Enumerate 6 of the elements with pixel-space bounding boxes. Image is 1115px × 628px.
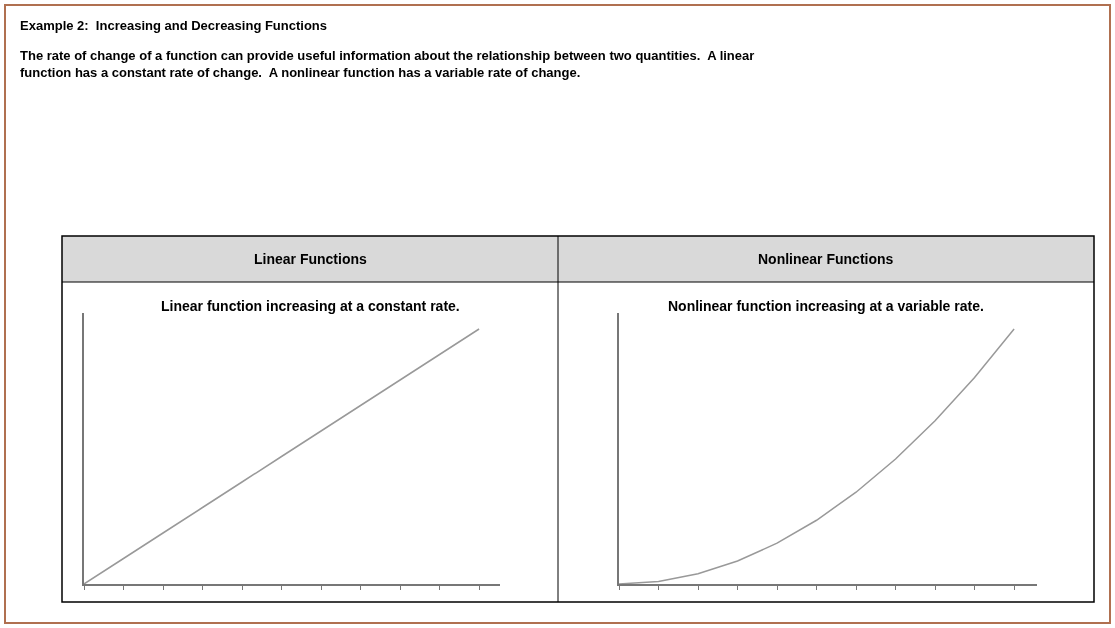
chart-title: Linear function increasing at a constant rate.: [161, 298, 460, 314]
chart-title: Nonlinear function increasing at a variable rate.: [668, 298, 984, 314]
text: Nonlinear Functions: [758, 251, 894, 267]
text: Linear Functions: [254, 251, 367, 267]
text: The rate of change of a function can provide useful information about the relationship between two quantities. A linear function has a constant rate of change. A nonlinear function has a variable rate of change.: [20, 48, 755, 80]
text: Example 2: Increasing and Decreasing Functions: [20, 18, 328, 33]
